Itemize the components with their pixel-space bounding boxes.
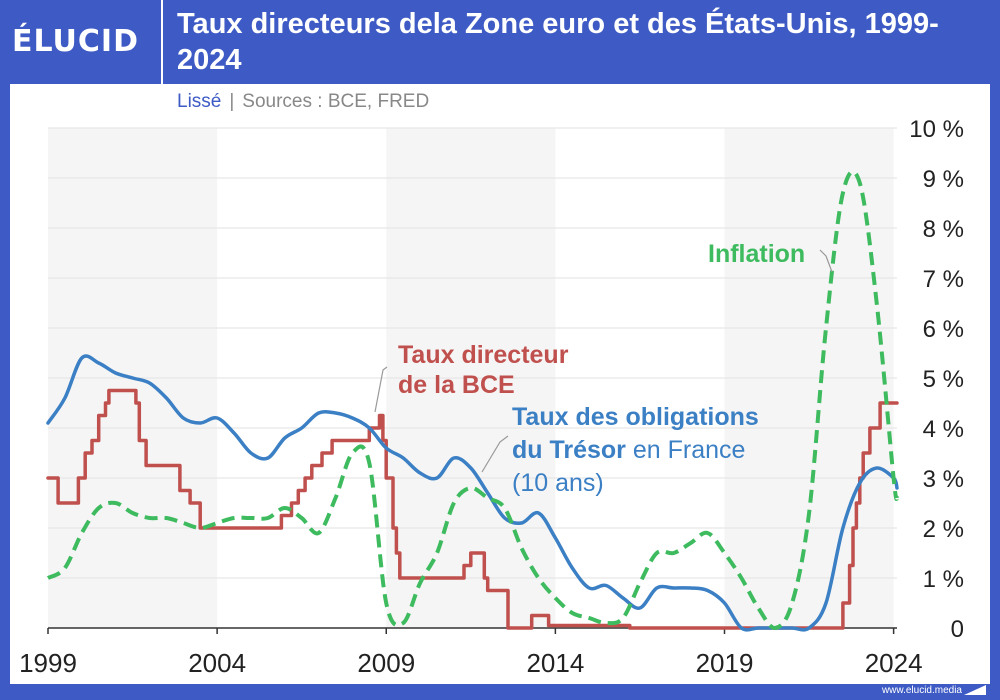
smoothing-note: Lissé <box>177 91 222 112</box>
ecb-label-line2: de la BCE <box>398 371 515 399</box>
subtitle-separator: | <box>229 91 235 112</box>
footer-url[interactable]: www.elucid.media <box>881 685 962 696</box>
elucid-logo: ÉLUCID <box>12 24 139 59</box>
x-tick-label: 2014 <box>526 648 584 678</box>
bond-label-line3: (10 ans) <box>512 469 604 497</box>
y-tick-label: 4 % <box>923 416 964 443</box>
y-axis: 0 1 % 2 % 3 % 4 % 5 % 6 % 7 % 8 % 9 % 10 % <box>909 116 964 643</box>
y-tick-label: 3 % <box>923 466 964 493</box>
elucid-flag-icon <box>964 685 986 695</box>
y-tick-label: 7 % <box>923 266 964 293</box>
x-tick-label: 2004 <box>188 648 246 678</box>
y-tick-label: 0 <box>951 616 964 643</box>
inflation-label-leader <box>819 249 833 273</box>
page-title: Taux directeurs dela Zone euro et des Ét… <box>177 8 939 76</box>
bond-label-line2-bold: du Trésor <box>512 436 626 464</box>
header-divider <box>161 0 163 84</box>
inflation-line <box>46 169 899 630</box>
y-tick-label: 6 % <box>923 316 964 343</box>
y-tick-label: 2 % <box>923 516 964 543</box>
y-tick-label: 10 % <box>909 116 964 143</box>
bond-label-line2-rest: en France <box>626 436 746 464</box>
bond-label-line2: du Trésor en France <box>512 436 745 464</box>
ecb-label-line1: Taux directeur <box>398 341 569 369</box>
sources-note: Sources : BCE, FRED <box>242 91 430 112</box>
y-tick-label: 9 % <box>923 166 964 193</box>
bond-label-leader <box>481 435 509 473</box>
chart-series <box>46 169 899 632</box>
ecb-rate-line <box>46 388 899 630</box>
chart-subtitle: Lissé | Sources : BCE, FRED <box>177 90 429 114</box>
x-tick-label: 2009 <box>357 648 415 678</box>
y-tick-label: 5 % <box>923 366 964 393</box>
x-tick-label: 2024 <box>865 648 923 678</box>
x-tick-label: 1999 <box>19 648 77 678</box>
bond-label-line1: Taux des obligations <box>512 403 759 431</box>
ecb-label-leader <box>374 366 388 413</box>
chart-grid <box>48 127 897 579</box>
x-tick-label: 2019 <box>696 648 754 678</box>
y-tick-label: 8 % <box>923 216 964 243</box>
label-leader-lines <box>374 249 833 473</box>
header-bar: ÉLUCID Taux directeurs dela Zone euro et… <box>0 0 1000 84</box>
bond-rate-line <box>46 354 899 632</box>
y-tick-label: 1 % <box>923 566 964 593</box>
inflation-label: Inflation <box>708 240 805 268</box>
x-axis: 1999 2004 2009 2014 2019 2024 <box>19 627 923 678</box>
